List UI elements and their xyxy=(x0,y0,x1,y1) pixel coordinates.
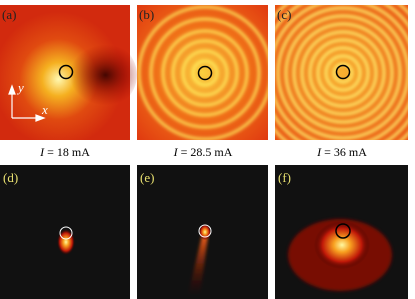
panel-label: (f) xyxy=(278,170,291,185)
probe xyxy=(335,64,351,80)
panel-label: (c) xyxy=(277,7,291,22)
field-shadow xyxy=(47,37,137,113)
ripples xyxy=(275,5,408,140)
caption-value: = 18 mA xyxy=(47,145,90,159)
caption-value: = 28.5 mA xyxy=(181,145,233,159)
probe xyxy=(58,64,74,80)
caption-symbol: I xyxy=(39,145,45,159)
caption-symbol: I xyxy=(316,145,322,159)
ripples xyxy=(137,5,268,140)
probe xyxy=(197,65,213,81)
axis-label: x xyxy=(41,102,48,117)
panel-label: (a) xyxy=(2,7,16,22)
hotspot xyxy=(314,221,370,269)
probe xyxy=(59,226,73,240)
caption: I = 28.5 mA xyxy=(173,145,233,159)
panel-label: (e) xyxy=(140,170,154,185)
probe xyxy=(335,223,351,239)
caption: I = 18 mA xyxy=(39,145,90,159)
caption-symbol: I xyxy=(173,145,179,159)
caption-value: = 36 mA xyxy=(324,145,367,159)
panel-label: (b) xyxy=(139,7,154,22)
axis-label: y xyxy=(16,80,24,95)
panel-label: (d) xyxy=(3,170,18,185)
caption: I = 36 mA xyxy=(316,145,367,159)
beam xyxy=(188,236,208,295)
hotspot xyxy=(57,229,75,255)
probe xyxy=(198,224,212,238)
axis-arrows xyxy=(8,84,46,122)
